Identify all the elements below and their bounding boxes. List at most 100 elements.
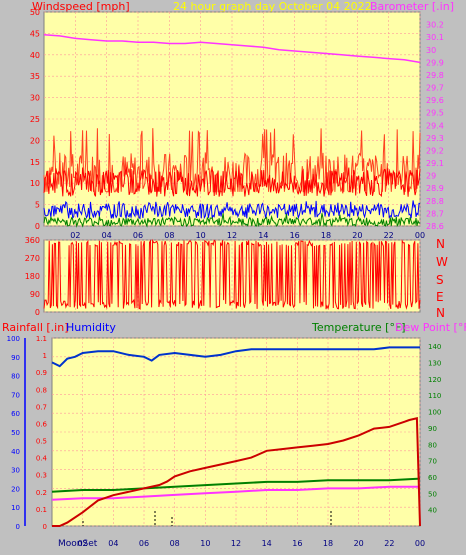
windspeed-tick-label: 25	[30, 115, 40, 124]
humidity-label: Humidity	[66, 321, 116, 334]
humidity-tick-label: 0	[16, 523, 20, 531]
barometer-tick-label: 28.7	[426, 209, 444, 218]
top-time-tick-label: 20	[352, 231, 362, 240]
rainfall-axis: 0 0.1 0.2 0.3 0.4 0.5 0.6 0.7 0.8 0.9 1 1.1	[36, 335, 48, 531]
top-grid	[44, 11, 421, 227]
temperature-tick-label: 110	[428, 392, 441, 400]
direction-tick-label: 270	[25, 254, 40, 263]
humidity-tick-label: 100	[7, 335, 20, 343]
bottom-time-tick-label: 04	[108, 539, 118, 548]
barometer-label: Barometer [.in]	[370, 0, 454, 13]
rainfall-tick-label: 0.9	[36, 369, 47, 377]
top-series	[43, 33, 421, 228]
barometer-tick-label: 30.1	[426, 33, 444, 42]
top-time-tick-label: 18	[321, 231, 331, 240]
rainfall-line	[52, 417, 421, 527]
rainfall-tick-label: 0.3	[36, 472, 47, 480]
humidity-tick-label: 20	[11, 485, 20, 493]
bottom-time-tick-label: 06	[139, 539, 149, 548]
barometer-tick-label: 29.1	[426, 159, 444, 168]
top-time-tick-label: 22	[384, 231, 394, 240]
barometer-tick-label: 30.2	[426, 21, 444, 30]
rainfall-tick-label: 0.8	[36, 386, 47, 394]
temperature-axis: 40 50 60 70 80 90 100 110 120 130 140	[428, 343, 441, 514]
bottom-series	[51, 346, 421, 527]
temperature-tick-label: 70	[428, 458, 437, 466]
moon-markers: MoonSet	[58, 511, 332, 549]
windspeed-tick-label: 20	[30, 136, 40, 145]
barometer-tick-label: 28.9	[426, 184, 444, 193]
bottom-time-tick-label: 12	[231, 539, 241, 548]
top-time-tick-label: 12	[227, 231, 237, 240]
wind-speed-line	[43, 166, 421, 198]
rainfall-tick-label: 0.5	[36, 438, 47, 446]
rainfall-label: Rainfall [.in]	[2, 321, 69, 334]
rainfall-tick-label: 0.1	[36, 506, 47, 514]
barometer-tick-label: 29.3	[426, 134, 444, 143]
wind-average-line	[43, 200, 421, 220]
dewpoint-line	[51, 485, 420, 501]
compass-w: W	[436, 255, 448, 269]
bottom-grid	[52, 337, 421, 527]
barometer-axis: 28.6 28.7 28.8 28.9 29 29.1 29.2 29.3 29.4 29.5 29…	[426, 21, 444, 231]
humidity-tick-label: 30	[11, 467, 20, 475]
top-time-tick-label: 16	[290, 231, 300, 240]
temperature-tick-label: 100	[428, 409, 441, 417]
top-time-tick-label: 08	[164, 231, 174, 240]
windspeed-tick-label: 40	[30, 51, 40, 60]
humidity-tick-label: 60	[11, 410, 20, 418]
direction-tick-label: 180	[25, 272, 40, 281]
top-time-tick-label: 04	[102, 231, 112, 240]
temperature-tick-label: 140	[428, 343, 441, 351]
humidity-tick-label: 10	[11, 504, 20, 512]
direction-series	[43, 238, 421, 310]
dewpoint-label: Dew Point [°F]	[395, 321, 466, 334]
top-time-tick-label: 14	[258, 231, 268, 240]
temperature-tick-label: 130	[428, 360, 441, 368]
barometer-tick-label: 28.6	[426, 222, 444, 231]
barometer-line	[43, 33, 421, 64]
wind-gust-line	[43, 128, 421, 194]
temperature-tick-label: 120	[428, 376, 441, 384]
rainfall-tick-label: 1.1	[36, 335, 47, 343]
bottom-time-tick-label: 02	[78, 539, 88, 548]
top-time-axis: 02 04 06 08 10 12 14 16 18 20 22 00	[70, 231, 425, 240]
bottom-time-axis: 02 04 06 08 10 12 14 16 18 20 22 00	[78, 539, 426, 548]
direction-tick-label: 0	[35, 308, 40, 317]
barometer-tick-label: 29.7	[426, 84, 444, 93]
temperature-tick-label: 80	[428, 441, 437, 449]
humidity-tick-label: 50	[11, 429, 20, 437]
barometer-tick-label: 29	[426, 172, 436, 181]
windspeed-tick-label: 50	[30, 8, 40, 17]
moonset-label: MoonSet	[58, 539, 98, 549]
rainfall-tick-label: 0.2	[36, 489, 47, 497]
windspeed-tick-label: 35	[30, 72, 40, 81]
windspeed-tick-label: 10	[30, 179, 40, 188]
windspeed-label: Windspeed [mph]	[32, 0, 130, 13]
barometer-tick-label: 28.8	[426, 197, 444, 206]
compass-e: E	[436, 290, 444, 304]
humidity-tick-label: 40	[11, 448, 20, 456]
direction-compass-labels: N W S E N	[436, 237, 448, 320]
barometer-tick-label: 29.2	[426, 146, 444, 155]
windspeed-tick-label: 5	[35, 201, 40, 210]
top-time-tick-label: 02	[70, 231, 80, 240]
top-time-tick-label: 00	[415, 231, 425, 240]
rainfall-tick-label: 1	[43, 352, 47, 360]
windspeed-tick-label: 0	[35, 222, 40, 231]
direction-tick-label: 360	[25, 236, 40, 245]
wind-direction-line	[43, 238, 421, 310]
barometer-tick-label: 29.8	[426, 71, 444, 80]
bottom-time-tick-label: 08	[170, 539, 180, 548]
bottom-time-tick-label: 20	[354, 539, 364, 548]
direction-axis: 0 90 180 270 360	[25, 236, 40, 317]
top-time-tick-label: 06	[133, 231, 143, 240]
temperature-tick-label: 90	[428, 425, 437, 433]
barometer-tick-label: 29.6	[426, 96, 444, 105]
temperature-tick-label: 60	[428, 474, 437, 482]
wind-minimum-line	[43, 213, 421, 228]
bottom-time-tick-label: 16	[292, 539, 302, 548]
bottom-time-tick-label: 18	[323, 539, 333, 548]
windspeed-tick-label: 15	[30, 158, 40, 167]
